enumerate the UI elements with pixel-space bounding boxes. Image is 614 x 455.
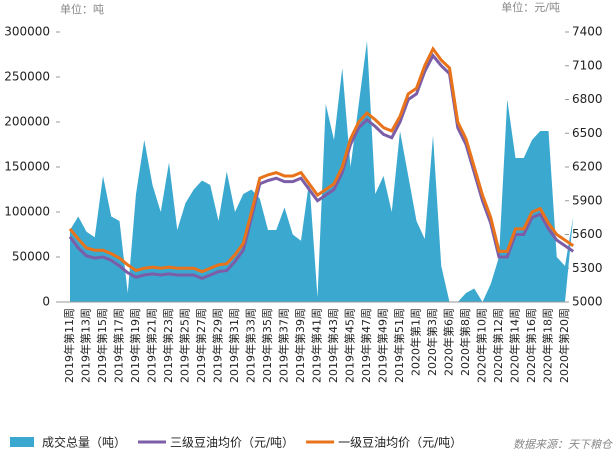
y-tick-label: 250000	[4, 70, 50, 84]
legend-label: 成交总量（吨）	[42, 435, 126, 450]
volume-area	[70, 41, 574, 302]
price-line	[68, 52, 575, 280]
left-unit: 单位：吨	[60, 2, 104, 16]
x-tick-label: 2019年第13周	[79, 308, 93, 383]
x-tick-label: 2019年第41周	[310, 308, 324, 383]
y-tick-label: 300000	[4, 25, 50, 39]
x-tick-label: 2020年第16周	[524, 308, 538, 383]
x-tick-label: 2019年第27周	[194, 308, 208, 383]
x-tick-label: 2019年第25周	[178, 308, 192, 383]
x-tick-label: 2019年第15周	[95, 308, 109, 383]
x-tick-label: 2019年第29周	[211, 308, 225, 383]
legend-label: 一级豆油均价（元/吨）	[338, 436, 462, 450]
y-tick-label: 200000	[4, 115, 50, 129]
y2-tick-label: 6800	[572, 92, 603, 106]
y2-tick-label: 5600	[572, 227, 603, 241]
x-tick-label: 2020年第6周	[442, 308, 456, 376]
x-tick-label: 2019年第31周	[227, 308, 241, 383]
x-tick-label: 2020年第20周	[557, 308, 571, 383]
y2-tick-label: 5300	[572, 261, 603, 275]
x-tick-label: 2019年第43周	[326, 308, 340, 383]
y2-tick-label: 5000	[572, 295, 603, 309]
x-tick-label: 2019年第49周	[376, 308, 390, 383]
x-tick-label: 2019年第11周	[62, 308, 76, 383]
y2-tick-label: 5900	[572, 193, 603, 207]
x-tick-label: 2019年第33周	[244, 308, 258, 383]
y2-tick-label: 6200	[572, 160, 603, 174]
x-tick-label: 2020年第10周	[475, 308, 489, 383]
y2-tick-label: 7400	[572, 25, 603, 39]
x-tick-label: 2019年第21周	[145, 308, 159, 383]
right-unit: 单位：元/吨	[501, 0, 560, 14]
y-tick-label: 50000	[12, 250, 50, 264]
y2-tick-label: 7100	[572, 58, 603, 72]
x-tick-label: 2020年第8周	[458, 308, 472, 376]
x-tick-label: 2019年第17周	[112, 308, 126, 383]
legend-label: 三级豆油均价（元/吨）	[170, 436, 294, 450]
x-tick-label: 2020年第14周	[508, 308, 522, 383]
x-tick-label: 2019年第39周	[293, 308, 307, 383]
price-line	[68, 45, 575, 274]
x-tick-label: 2019年第47周	[359, 308, 373, 383]
x-tick-label: 2019年第45周	[343, 308, 357, 383]
x-tick-label: 2019年第19周	[128, 308, 142, 383]
y-tick-label: 100000	[4, 205, 50, 219]
source: 数据来源：天下粮仓	[513, 438, 613, 451]
legend-swatch	[10, 437, 34, 447]
x-tick-label: 2019年第23周	[161, 308, 175, 383]
x-tick-label: 2019年第35周	[260, 308, 274, 383]
y2-tick-label: 6500	[572, 126, 603, 140]
x-tick-label: 2020年第12周	[491, 308, 505, 383]
x-tick-label: 2019年第51周	[392, 308, 406, 383]
x-tick-label: 2019年第37周	[277, 308, 291, 383]
x-tick-label: 2020年第3周	[425, 308, 439, 376]
y-tick-label: 150000	[4, 160, 50, 174]
x-tick-label: 2020年第1周	[409, 308, 423, 376]
y-tick-label: 0	[42, 295, 50, 309]
x-tick-label: 2020年第18周	[541, 308, 555, 383]
